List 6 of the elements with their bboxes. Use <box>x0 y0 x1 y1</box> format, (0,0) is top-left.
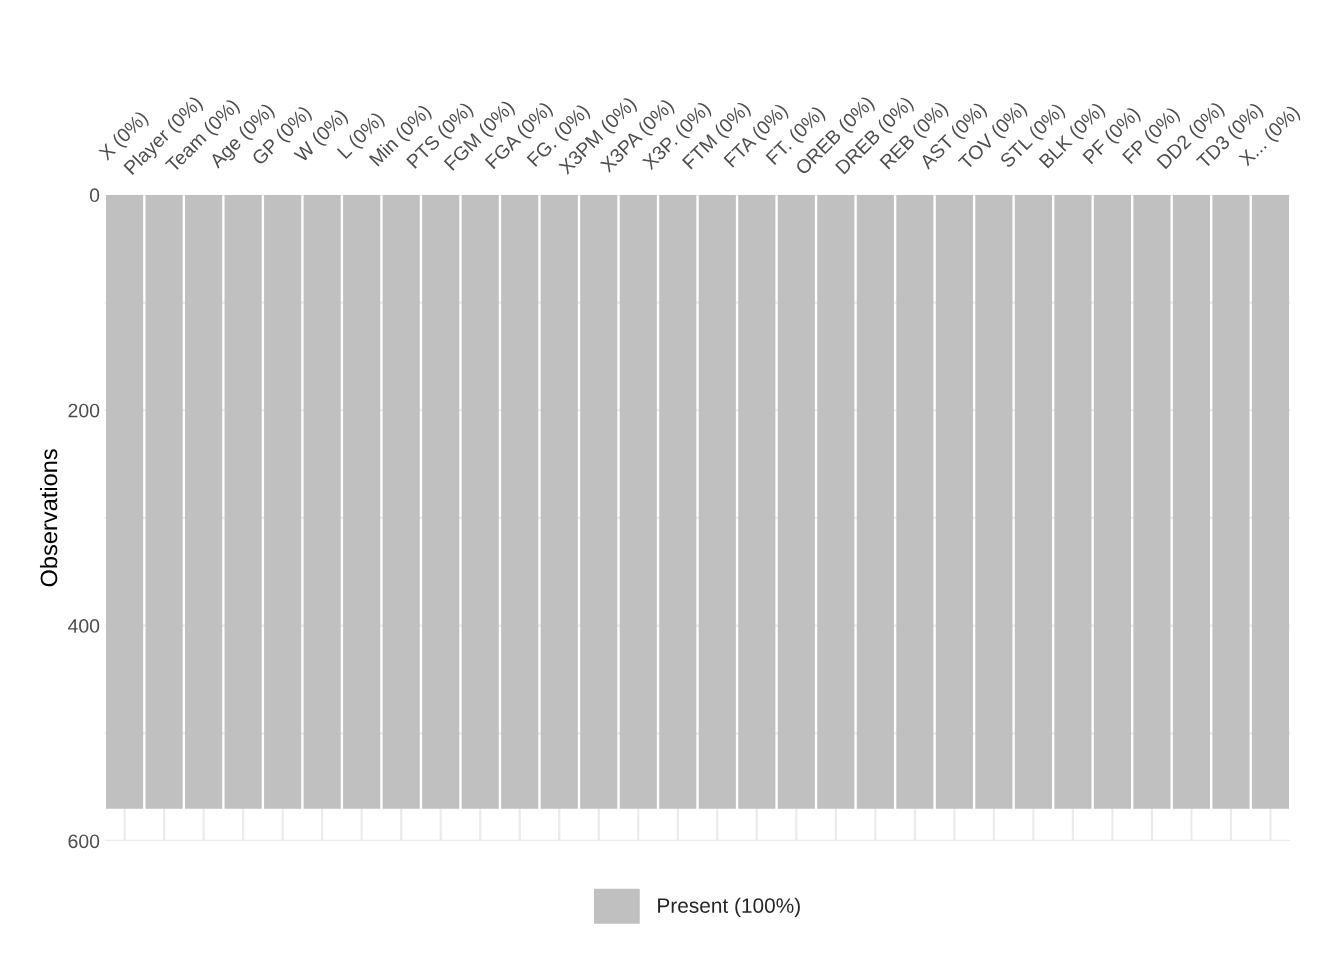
y-tick-label: 0 <box>89 188 100 203</box>
y-tick-label: 600 <box>68 834 100 849</box>
y-tick-label: 200 <box>68 403 100 418</box>
y-axis-title: Observations <box>39 449 58 587</box>
legend-label: Present (100%) <box>658 897 800 918</box>
y-tick-label: 400 <box>67 619 100 633</box>
